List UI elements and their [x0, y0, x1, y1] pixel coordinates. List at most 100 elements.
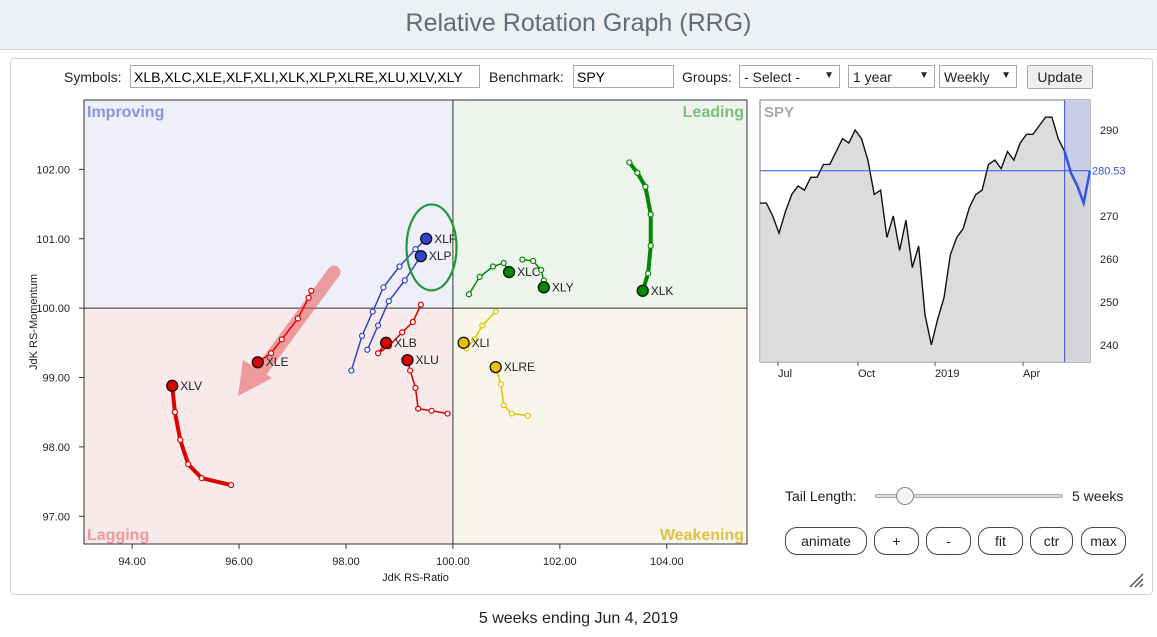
series-xlre: XLRE — [489, 360, 535, 419]
series-head-xlk — [636, 284, 649, 297]
tail-point — [519, 256, 526, 263]
series-label-xly: XLY — [552, 280, 574, 294]
tail-point — [278, 336, 285, 343]
quadrant-label-leading: Leading — [683, 104, 744, 121]
series-label-xlre: XLRE — [504, 360, 535, 374]
tail-point — [538, 266, 545, 274]
x-tick-label: 102.00 — [543, 556, 577, 568]
tail-point — [294, 315, 301, 322]
series-tail-xlv — [170, 385, 232, 487]
chevron-down-icon: ▼ — [1001, 70, 1011, 81]
highlight-ellipse — [405, 203, 458, 292]
animate-button[interactable]: animate — [785, 527, 867, 555]
tail-point — [508, 410, 515, 417]
series-head-xlv — [166, 379, 179, 392]
tail-point — [227, 481, 235, 489]
tail-point — [364, 346, 371, 353]
tail-point — [348, 367, 355, 374]
tail-length-slider[interactable] — [875, 487, 1063, 505]
resize-handle-icon[interactable] — [1128, 572, 1144, 588]
quadrant-label-improving: Improving — [87, 104, 164, 121]
series-xlb: XLB — [374, 301, 424, 357]
tail-point — [401, 277, 408, 284]
chevron-down-icon: ▼ — [919, 70, 929, 81]
tail-point — [471, 336, 478, 343]
tail-length-value: 5 weeks — [1072, 488, 1124, 504]
tail-point — [198, 474, 205, 482]
tail-point — [417, 301, 424, 308]
spy-y-tick-label: 290 — [1100, 125, 1118, 137]
spy-x-tick-label: Apr — [1023, 368, 1040, 380]
x-tick-label: 104.00 — [650, 556, 684, 568]
series-xlf: XLF — [348, 232, 456, 374]
spy-y-tick-label: 240 — [1100, 340, 1118, 352]
tail-point — [647, 211, 654, 218]
benchmark-input[interactable] — [573, 65, 674, 88]
spy-x-tick-label: 2019 — [935, 368, 959, 380]
interval-select[interactable]: Weekly ▼ — [939, 65, 1017, 88]
tail-point — [415, 405, 422, 412]
tail-point — [305, 294, 312, 301]
center-button[interactable]: ctr — [1030, 527, 1073, 555]
tail-point — [380, 284, 387, 291]
chevron-down-icon: ▼ — [824, 70, 834, 81]
tail-point — [497, 381, 505, 388]
x-tick-label: 98.00 — [332, 556, 360, 568]
y-axis-label: JdK RS-Momentum — [28, 274, 40, 370]
tail-point — [500, 259, 507, 267]
series-head-xlre — [489, 360, 502, 374]
update-button[interactable]: Update — [1027, 65, 1093, 89]
benchmark-label: Benchmark: — [489, 69, 564, 85]
series-label-xlk: XLK — [651, 284, 674, 298]
quadrant-label-lagging: Lagging — [87, 527, 149, 544]
rrg-plot-area: Improving Leading Lagging Weakening 94.00 96.… — [28, 99, 748, 584]
series-head-xlp — [414, 249, 427, 263]
tail-length-handle[interactable] — [895, 487, 914, 505]
tail-point — [634, 169, 641, 176]
y-tick-label: 101.00 — [36, 234, 70, 246]
period-select[interactable]: 1 year ▼ — [848, 65, 935, 88]
tail-point — [374, 322, 382, 329]
y-tick-label: 102.00 — [36, 164, 70, 176]
symbols-input[interactable] — [130, 65, 480, 88]
tail-point — [396, 263, 403, 270]
spy-line — [760, 116, 1066, 345]
x-axis-label: JdK RS-Ratio — [382, 572, 449, 584]
tail-point — [476, 273, 483, 281]
series-head-xlb — [379, 336, 393, 349]
tail-point — [500, 402, 507, 409]
spy-y-tick-label: 270 — [1100, 211, 1118, 223]
max-button[interactable]: max — [1081, 527, 1126, 555]
y-tick-label: 97.00 — [42, 511, 70, 523]
series-head-xlu — [401, 354, 414, 367]
series-xli: XLI — [457, 308, 499, 352]
spy-current-value: 280.53 — [1092, 166, 1126, 178]
groups-select[interactable]: - Select - ▼ — [739, 65, 840, 88]
spy-y-tick-label: 260 — [1100, 254, 1118, 266]
tail-point — [409, 318, 416, 326]
series-label-xlv: XLV — [180, 379, 202, 393]
spy-chart: 280.53 240 250 260 270 290 Jul Oct 2019 Apr SPY — [759, 99, 1126, 380]
improving-quadrant — [84, 100, 453, 309]
tail-point — [185, 461, 192, 468]
series-head-xlf — [420, 232, 433, 245]
quadrant-label-weakening: Weakening — [660, 527, 744, 544]
series-label-xlc: XLC — [517, 265, 541, 279]
fit-button[interactable]: fit — [978, 527, 1023, 555]
tail-point — [465, 291, 473, 298]
zoom-out-button[interactable]: - — [926, 527, 971, 555]
page-title: Relative Rotation Graph (RRG) — [405, 9, 752, 37]
tail-point — [642, 183, 649, 190]
series-label-xlb: XLB — [394, 336, 417, 350]
tail-point — [369, 308, 376, 315]
rrg-chart[interactable]: Improving Leading Lagging Weakening 94.00 96.… — [0, 0, 1157, 600]
tail-point — [489, 263, 497, 270]
tail-point — [492, 308, 499, 315]
y-tick-label: 99.00 — [42, 373, 70, 385]
interval-select-value: Weekly — [944, 69, 990, 85]
zoom-in-button[interactable]: + — [874, 527, 919, 555]
tail-point — [268, 350, 275, 357]
tail-point — [177, 436, 184, 444]
tail-point — [358, 332, 366, 339]
spy-title: SPY — [764, 104, 794, 121]
